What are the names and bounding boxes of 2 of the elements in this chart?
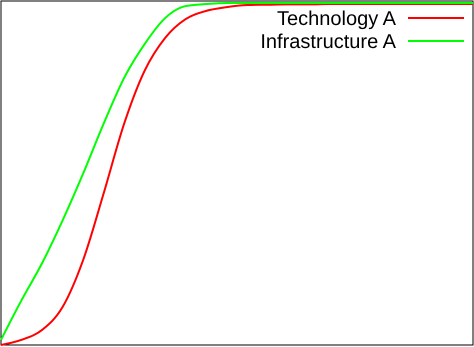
legend-label: Infrastructure A [260,31,397,53]
legend-label: Technology A [277,8,397,30]
